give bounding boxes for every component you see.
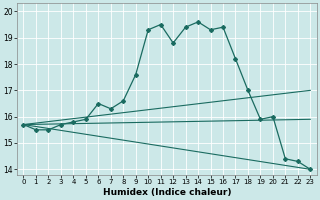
X-axis label: Humidex (Indice chaleur): Humidex (Indice chaleur) <box>103 188 231 197</box>
